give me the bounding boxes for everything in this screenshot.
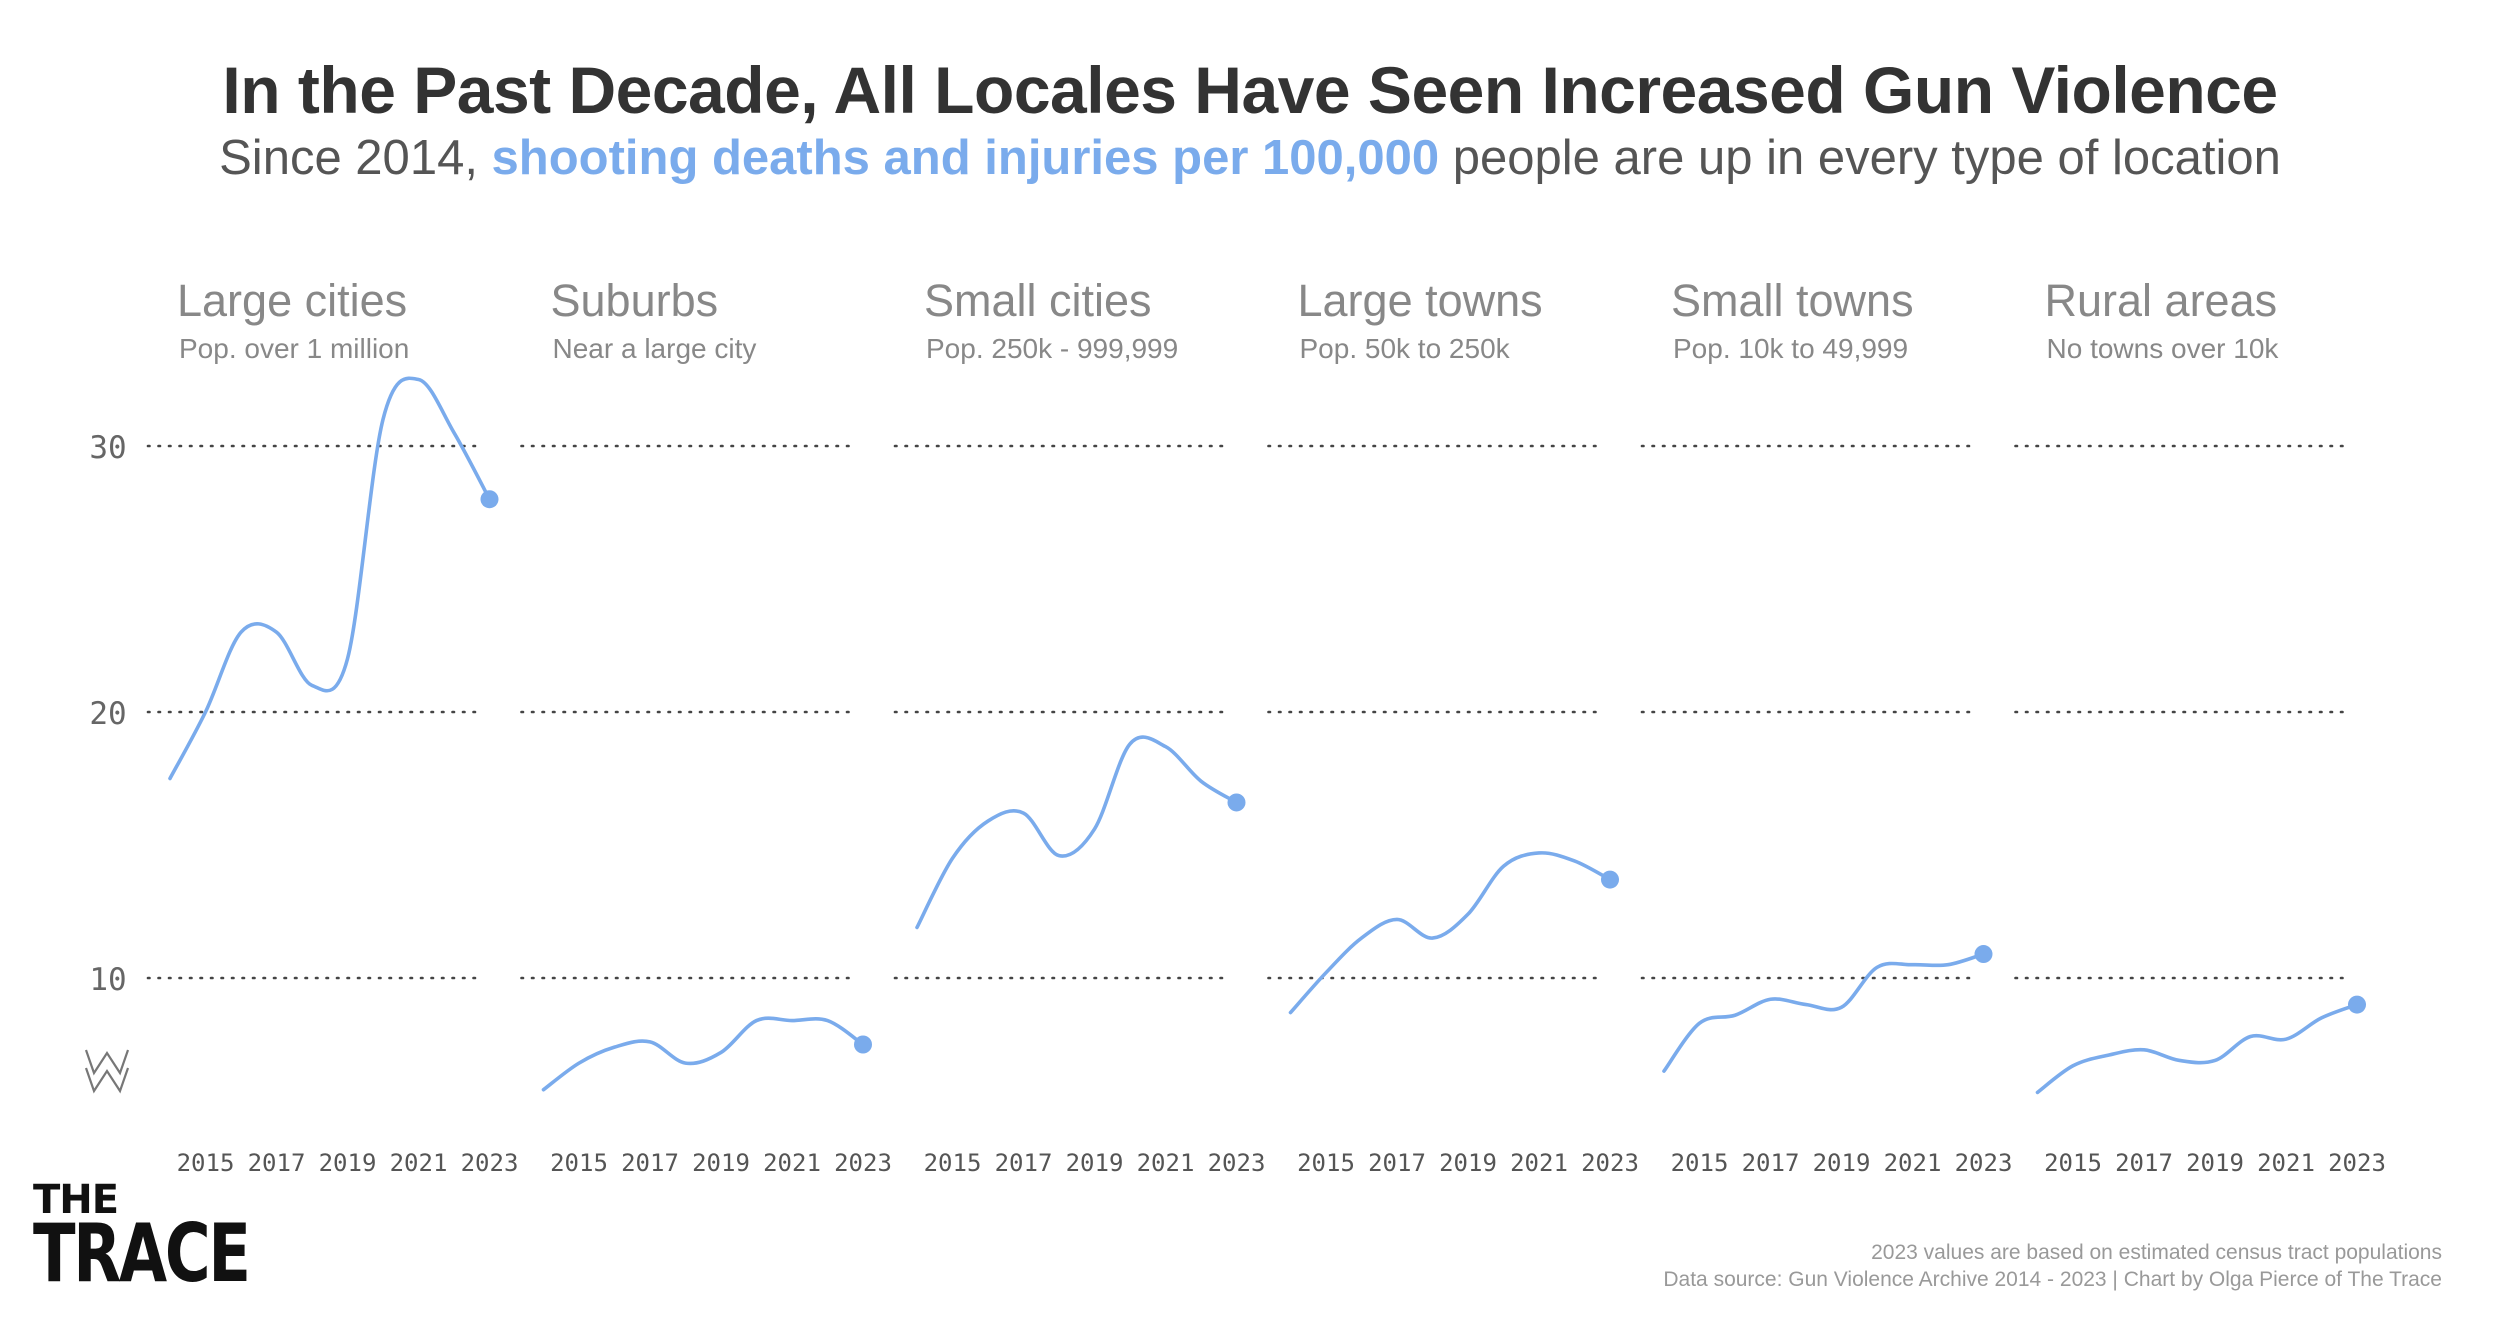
endpoint-dot [2348,995,2366,1014]
x-tick-label: 2015 [550,1149,608,1177]
x-tick-label: 2015 [177,1149,235,1177]
y-tick-label: 30 [89,430,126,466]
panel-subtitle: Pop. 250k - 999,999 [926,333,1178,364]
x-tick-label: 2023 [461,1149,519,1177]
panel-large-towns: Large towns Pop. 50k to 250k 2015 2017 2019 2… [1288,275,1639,1177]
series-line [2035,1002,2359,1095]
x-tick-label: 2019 [319,1149,377,1177]
endpoint-dot [1227,793,1246,812]
gridlines [146,444,2352,980]
endpoint-dot [1601,870,1619,889]
the-trace-logo: THE TRACE [33,1180,309,1300]
panel-subtitle: Pop. over 1 million [179,333,409,364]
panel-rural-areas: Rural areas No towns over 10k 2015 2017 2019… [2035,275,2386,1177]
footnote-estimate: 2023 values are based on estimated censu… [1871,1241,2442,1264]
panel-suburbs: Suburbs Near a large city 2015 2017 2019 2021… [541,275,892,1177]
x-tick-label: 2015 [1671,1149,1729,1177]
subtitle-before: Since 2014, [219,131,492,185]
panel-title: Rural areas [2045,275,2278,326]
x-tick-label: 2021 [390,1149,448,1177]
x-tick-label: 2021 [1510,1149,1568,1177]
x-tick-label: 2017 [1368,1149,1426,1177]
x-tick-label: 2015 [924,1149,982,1177]
x-tick-label: 2015 [2044,1149,2102,1177]
x-tick-label: 2023 [1955,1149,2013,1177]
series-line [541,1016,865,1092]
x-tick-label: 2019 [692,1149,750,1177]
x-tick-label: 2023 [834,1149,892,1177]
panel-subtitle: Near a large city [553,333,757,364]
x-tick-label: 2021 [763,1149,821,1177]
x-tick-label: 2019 [2186,1149,2244,1177]
y-axis: 10 20 30 [89,430,126,998]
x-tick-label: 2019 [1066,1149,1124,1177]
x-tick-label: 2015 [1297,1149,1355,1177]
x-tick-label: 2017 [621,1149,679,1177]
trace-watermark-icon [84,1049,130,1094]
panel-small-towns: Small towns Pop. 10k to 49,999 2015 2017 201… [1662,275,2013,1177]
x-tick-label: 2021 [1137,1149,1195,1177]
x-tick-label: 2017 [248,1149,306,1177]
y-tick-label: 10 [89,962,126,998]
panel-title: Small towns [1671,275,1914,326]
x-tick-label: 2023 [1581,1149,1639,1177]
x-tick-label: 2017 [2115,1149,2173,1177]
panel-title: Small cities [924,275,1152,326]
series-line [915,735,1239,930]
series-line [1662,952,1986,1073]
x-tick-label: 2021 [2257,1149,2315,1177]
series-line [1288,851,1612,1015]
panels: Large cities Pop. over 1 million 2015 2017 2… [168,275,2386,1177]
footnote-source: Data source: Gun Violence Archive 2014 -… [1663,1268,2442,1291]
panel-subtitle: No towns over 10k [2047,333,2280,364]
panel-large-cities: Large cities Pop. over 1 million 2015 2017 2… [168,275,519,1177]
subtitle-highlight: shooting deaths and injuries per 100,000 [491,131,1440,185]
x-tick-label: 2023 [1208,1149,1266,1177]
x-tick-label: 2017 [1742,1149,1800,1177]
x-tick-label: 2019 [1439,1149,1497,1177]
subtitle-after: people are up in every type of location [1439,131,2281,185]
chart-title: In the Past Decade, All Locales Have See… [222,53,2278,127]
x-tick-label: 2017 [995,1149,1053,1177]
endpoint-dot [480,490,499,509]
logo-line-trace: TRACE [33,1207,251,1300]
chart-subtitle: Since 2014, shooting deaths and injuries… [0,130,2500,186]
logo-line-the: THE [33,1177,119,1223]
x-tick-label: 2021 [1884,1149,1942,1177]
x-tick-label: 2019 [1813,1149,1871,1177]
series-line [168,376,492,781]
panel-subtitle: Pop. 10k to 49,999 [1673,333,1908,364]
endpoint-dot [854,1035,872,1054]
y-tick-label: 20 [89,696,126,732]
endpoint-dot [1974,945,1993,964]
panel-title: Large towns [1298,275,1543,326]
panel-title: Suburbs [551,275,719,326]
x-tick-label: 2023 [2328,1149,2386,1177]
panel-title: Large cities [177,275,407,326]
panel-small-cities: Small cities Pop. 250k - 999,999 2015 2017 2… [915,275,1266,1177]
panel-subtitle: Pop. 50k to 250k [1300,333,1511,364]
